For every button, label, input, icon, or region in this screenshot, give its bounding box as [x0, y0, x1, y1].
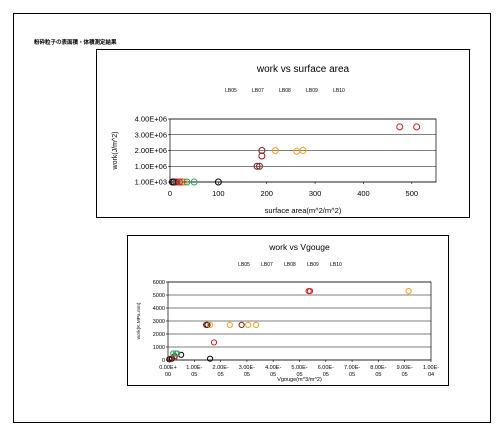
y-tick-label: 3000 [153, 319, 165, 325]
data-point-lb08 [210, 339, 218, 346]
x-tick-label: 0.00E+ [159, 365, 177, 371]
data-point-lb08 [413, 123, 421, 131]
data-point-lb05 [214, 178, 222, 186]
x-tick-label: 8.00E- [370, 365, 386, 371]
y-tick-label: 0 [162, 358, 165, 364]
data-point-lb09 [206, 321, 214, 329]
chart-panel-work-vs-surface-area: work vs surface area LB05 LB07 LB08 LB09 LB10… [96, 49, 470, 218]
x-tick-label: 500 [406, 189, 419, 198]
y-tick-label: 1.00E+03 [135, 178, 167, 187]
y-tick-label: 4.00E+06 [135, 115, 167, 124]
x-tick-label: 05 [323, 372, 329, 378]
legend-entry: LB07 [261, 262, 273, 268]
x-tick-label: 3.00E- [239, 365, 255, 371]
x-tick-label: 9.00E- [397, 365, 413, 371]
x-tick-label: 04 [428, 372, 434, 378]
data-point-lb09 [253, 321, 260, 329]
data-point-lb10 [174, 350, 181, 357]
x-tick-label: 0 [168, 189, 172, 198]
x-tick-label: 4.00E- [265, 365, 281, 371]
legend-entry: LB10 [330, 262, 342, 268]
y-axis-label: work(J/m^2) [112, 132, 119, 171]
y-tick-label: 5000 [153, 293, 165, 299]
legend-entry: LB05 [225, 88, 237, 94]
x-tick-label: 5.00E- [291, 365, 307, 371]
data-point-lb10 [190, 178, 198, 186]
x-tick-label: 200 [260, 189, 273, 198]
chart-title: work vs surface area [256, 64, 350, 75]
chart-work-vs-vgouge: work vs Vgouge LB05 LB07 LB08 LB09 LB10 0 1000 2… [136, 242, 439, 383]
legend-entry: LB07 [252, 88, 264, 94]
data-point-lb08 [178, 178, 186, 186]
data-point-lb09 [181, 178, 189, 186]
x-tick-label: 05 [375, 372, 381, 378]
data-point-lb09 [226, 321, 233, 329]
plot-area [169, 118, 437, 183]
data-point-lb09 [271, 147, 279, 154]
data-point-lb08 [396, 123, 404, 131]
legend-entry: LB09 [306, 88, 318, 94]
x-tick-label: 1.00E- [186, 365, 202, 371]
x-tick-label: 05 [244, 372, 250, 378]
x-tick-label: 05 [402, 372, 408, 378]
data-point-lb05 [206, 355, 214, 362]
x-tick-label: 1.00E- [423, 365, 439, 371]
chart-panel-work-vs-vgouge: work vs Vgouge LB05 LB07 LB08 LB09 LB10 0 1000 2… [127, 235, 449, 386]
x-tick-label: 05 [296, 372, 302, 378]
data-point-lb09 [293, 147, 301, 155]
x-tick-label: 00 [165, 372, 171, 378]
x-tick-label: 05 [218, 372, 224, 378]
data-point-lb10 [183, 178, 191, 186]
y-tick-label: 3.00E+06 [135, 130, 167, 139]
data-point-lb07 [238, 321, 245, 329]
data-point-lb10 [170, 350, 177, 357]
y-tick-label: 6000 [153, 280, 165, 286]
legend-entry: LB05 [238, 262, 250, 268]
legend-entry: LB08 [284, 262, 296, 268]
y-tick-label: 1.00E+06 [135, 162, 167, 171]
x-tick-label: 05 [349, 372, 355, 378]
chart-work-vs-surface-area: work vs surface area LB05 LB07 LB08 LB09 LB10… [112, 64, 437, 215]
legend-entry: LB08 [279, 88, 291, 94]
data-point-lb09 [405, 288, 412, 295]
x-axis-label: surface area(m^2/m^2) [265, 206, 342, 215]
legend-entry: LB10 [333, 88, 345, 94]
chart-title: work vs Vgouge [268, 242, 330, 252]
y-axis-label: work(K.MPa.mm) [136, 302, 142, 339]
x-tick-label: 05 [191, 372, 197, 378]
x-tick-label: 7.00E- [344, 365, 360, 371]
x-tick-label: 300 [309, 189, 322, 198]
data-point-lb07 [255, 162, 263, 170]
x-tick-label: 05 [270, 372, 276, 378]
y-tick-label: 1000 [153, 345, 165, 351]
x-tick-label: 6.00E- [318, 365, 334, 371]
x-tick-label: 400 [357, 189, 370, 198]
y-tick-label: 4000 [153, 306, 165, 312]
x-axis-label: Vgouge(m^3/m^2) [277, 377, 322, 383]
data-point-lb07 [253, 162, 261, 170]
y-tick-label: 2.00E+06 [135, 146, 167, 155]
x-tick-label: 100 [212, 189, 225, 198]
page-heading: 粉砕粒子の表面積・体積測定結果 [34, 40, 117, 46]
x-tick-label: 2.00E- [212, 365, 228, 371]
legend-entry: LB09 [307, 262, 319, 268]
data-point-lb07 [203, 321, 210, 329]
data-point-lb07 [258, 152, 266, 160]
data-point-lb08 [176, 178, 184, 186]
data-point-lb09 [245, 321, 252, 329]
y-tick-label: 2000 [153, 332, 165, 338]
data-point-lb09 [299, 147, 307, 154]
data-point-lb08 [306, 288, 314, 295]
